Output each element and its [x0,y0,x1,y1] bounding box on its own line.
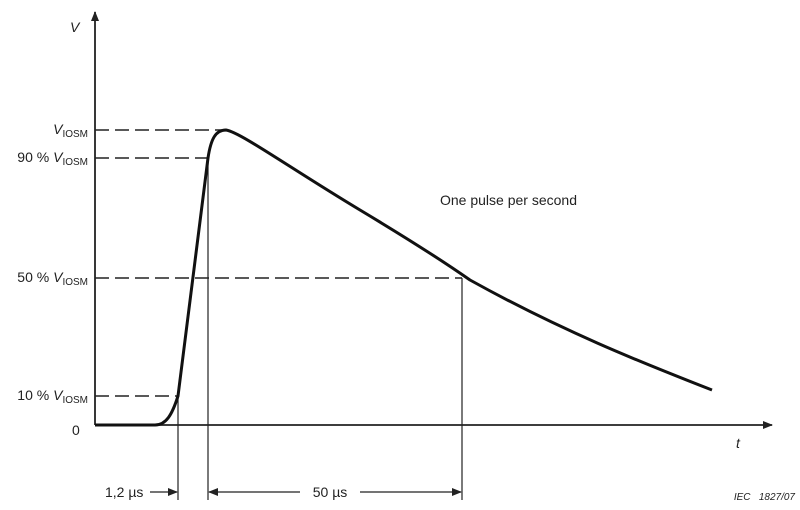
level-label: VIOSM [53,121,88,140]
level-label: 50 % VIOSM [17,269,88,288]
level-label: 10 % VIOSM [17,387,88,406]
annotation: One pulse per second [440,192,577,208]
level-label: 90 % VIOSM [17,149,88,168]
origin-label: 0 [72,422,80,438]
half-time-label: 50 µs [313,484,348,500]
pulse-curve [95,128,713,427]
front-time-label: 1,2 µs [105,484,143,500]
x-axis-label: t [736,435,741,451]
y-axis-label: V [70,19,81,35]
reference-code: IEC 1827/07 [734,492,796,503]
